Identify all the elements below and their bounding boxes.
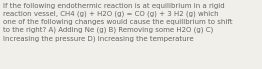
Text: If the following endothermic reaction is at equilibrium in a rigid
reaction vess: If the following endothermic reaction is… [3,3,233,42]
